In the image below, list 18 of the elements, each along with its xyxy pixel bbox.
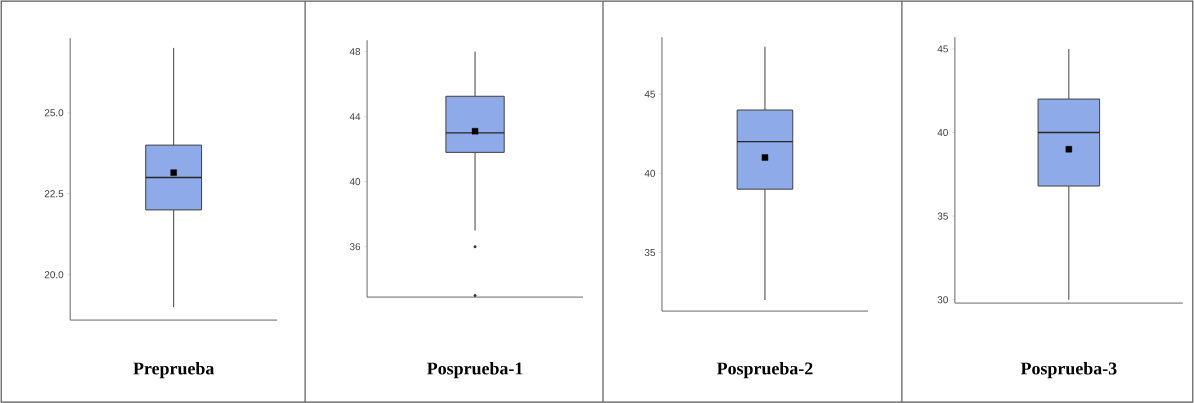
y-tick-label: 36	[349, 243, 361, 251]
y-tick-label: 40	[644, 169, 656, 177]
y-tick-label: 48	[349, 47, 361, 55]
y-tick-label: 40	[349, 178, 361, 186]
y-tick-label: 45	[644, 90, 656, 98]
y-tick-label: 22.5	[44, 190, 64, 198]
y-tick-label: 30	[937, 296, 948, 304]
y-tick-label: 35	[644, 248, 656, 256]
y-tick-label: 40	[937, 128, 948, 136]
y-tick-label: 44	[349, 113, 361, 120]
x-axis-title: Posprueba-3	[1020, 361, 1117, 379]
y-tick-label: 35	[937, 212, 948, 220]
x-axis-title: Posprueba-2	[716, 361, 813, 379]
y-tick-label: 45	[937, 45, 948, 53]
x-axis-title: Preprueba	[133, 361, 215, 379]
x-axis-title: Posprueba-1	[427, 361, 523, 379]
y-tick-label: 25.0	[44, 109, 64, 117]
y-tick-label: 20.0	[44, 271, 64, 279]
